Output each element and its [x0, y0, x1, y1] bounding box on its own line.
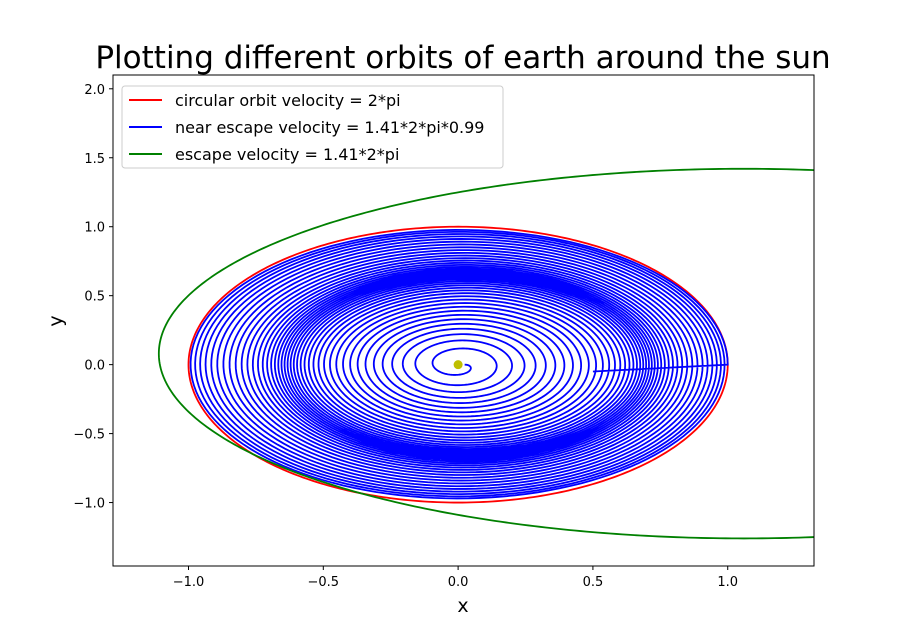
series-line-2 — [189, 229, 729, 500]
x-tick-label: −1.0 — [173, 575, 205, 590]
y-tick-label: 0.0 — [84, 359, 105, 374]
series-layer — [157, 167, 814, 540]
chart-title: Plotting different orbits of earth aroun… — [95, 40, 830, 76]
y-tick-label: 0.5 — [84, 290, 105, 305]
x-tick-label: 1.0 — [717, 575, 738, 590]
x-axis-title: x — [457, 595, 468, 617]
y-tick-label: −1.0 — [73, 497, 105, 512]
legend: circular orbit velocity = 2*pi near escap… — [121, 85, 504, 169]
series-line-1 — [187, 225, 729, 504]
y-tick-label: 1.0 — [84, 221, 105, 236]
x-tick-label: 0.5 — [583, 575, 604, 590]
plot-frame — [112, 74, 815, 567]
ticks-layer: −1.0 −0.5 0.0 0.5 1.0 −1.0 −0.5 0.0 0.5 1.0 1.5 2.0 — [73, 83, 738, 590]
legend-label-3: escape velocity = 1.41*2*pi — [175, 145, 399, 164]
x-tick-label: −0.5 — [308, 575, 340, 590]
y-tick-label: 2.0 — [84, 83, 105, 98]
y-tick-label: 1.5 — [84, 152, 105, 167]
y-axis-title: y — [45, 315, 67, 326]
x-tick-label: 0.0 — [448, 575, 469, 590]
y-tick-label: −0.5 — [73, 428, 105, 443]
series-line-3 — [157, 167, 814, 540]
sun-marker — [453, 360, 463, 370]
legend-box — [121, 85, 504, 169]
legend-label-2: near escape velocity = 1.41*2*pi*0.99 — [175, 118, 484, 137]
legend-label-1: circular orbit velocity = 2*pi — [175, 91, 401, 110]
